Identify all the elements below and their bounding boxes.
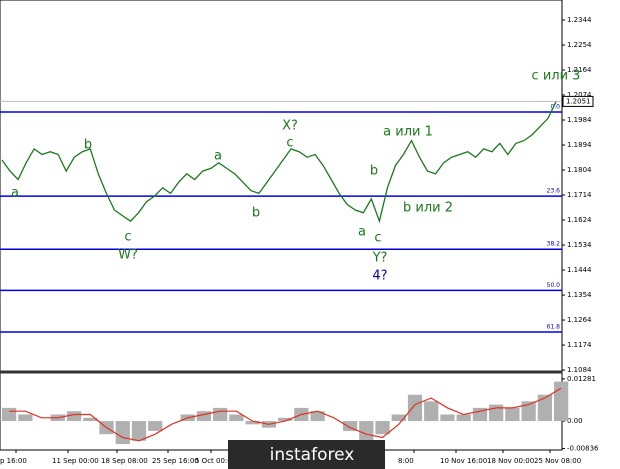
y-tick-label: 1.1354 (567, 291, 592, 299)
osc-signal (9, 387, 562, 442)
osc-bar (359, 421, 374, 441)
wave-label: b (84, 138, 92, 153)
osc-bar (2, 407, 17, 422)
osc-bar (245, 421, 260, 425)
plot-frame (0, 0, 563, 451)
x-tick-label: 10 Nov 16:00 (440, 457, 487, 465)
y-tick-label: 1.1534 (567, 241, 592, 249)
fib-label: 23.6 (547, 188, 561, 195)
osc-bar (424, 401, 439, 422)
osc-bar (310, 411, 325, 422)
osc-bar (456, 414, 471, 422)
osc-tick-label: 0.01281 (567, 375, 596, 383)
y-tick-label: 1.1084 (567, 366, 592, 374)
last-price-box (562, 95, 594, 107)
y-tick-label: 1.1174 (567, 341, 592, 349)
watermark-box (228, 440, 385, 469)
wave-label: c или 3 (532, 69, 581, 84)
osc-bar (391, 414, 406, 422)
osc-bar (196, 411, 212, 422)
x-tick-label: 25 Nov 08:00 (534, 457, 581, 465)
x-tick-label: 25 Sep 16:00 (152, 457, 199, 465)
osc-bar (375, 421, 390, 435)
y-tick-label: 1.1264 (567, 316, 592, 324)
watermark: instaforex (270, 445, 355, 465)
osc-bar (505, 407, 520, 422)
osc-bar (83, 417, 98, 422)
fib-label: 38.2 (547, 241, 561, 248)
x-tick-label: p 16:00 (0, 457, 27, 465)
osc-bar (554, 381, 569, 422)
wave-label: a (214, 149, 222, 164)
osc-bar (342, 421, 358, 431)
y-tick-label: 1.2254 (567, 41, 592, 49)
osc-bar (278, 417, 293, 422)
x-tick-label: 18 Sep 08:00 (101, 457, 148, 465)
y-tick-label: 1.1624 (567, 216, 592, 224)
osc-bar (489, 404, 504, 422)
x-tick-label: 5 Oct 00:00 (195, 457, 236, 465)
wave-label: c (124, 230, 131, 245)
wave-label: 4? (372, 269, 387, 284)
wave-label: X? (282, 119, 298, 134)
osc-bar (18, 414, 33, 422)
y-tick-label: 1.1804 (567, 166, 592, 174)
osc-bar (115, 421, 130, 445)
wave-label: b (370, 164, 378, 179)
wave-label: a (358, 225, 366, 240)
y-tick-label: 1.2344 (567, 16, 592, 24)
osc-tick-label: -0.00836 (567, 445, 599, 453)
price-line (1, 101, 557, 224)
y-tick-label: 1.1984 (567, 116, 592, 124)
x-tick-label: 11 Sep 00:00 (52, 457, 99, 465)
wave-label: c (374, 231, 381, 246)
wave-label: a (11, 186, 19, 201)
wave-label: Y? (372, 251, 388, 266)
y-tick-label: 1.1444 (567, 266, 592, 274)
fib-label: 0.0 (550, 103, 560, 110)
osc-bar (66, 411, 82, 422)
osc-bar (472, 407, 488, 422)
y-tick-label: 1.1894 (567, 141, 592, 149)
y-tick-label: 1.2074 (567, 91, 592, 99)
y-tick-label: 1.1714 (567, 191, 592, 199)
osc-bar (521, 401, 536, 422)
osc-bar (407, 394, 423, 422)
wave-label: W? (118, 248, 138, 263)
wave-label: b (252, 206, 260, 221)
osc-tick-label: 0.00 (567, 417, 583, 425)
osc-bar (229, 414, 244, 422)
wave-label: c (286, 136, 293, 151)
osc-bar (213, 407, 228, 422)
wave-label: b или 2 (403, 201, 453, 216)
fib-label: 50.0 (547, 282, 561, 289)
osc-bar (148, 421, 163, 431)
wave-label: a или 1 (383, 125, 433, 140)
x-tick-label: 8:00 (398, 457, 414, 465)
y-tick-label: 1.2164 (567, 66, 592, 74)
osc-bar (537, 394, 552, 422)
osc-bar (131, 421, 147, 441)
x-tick-label: 18 Nov 00:00 (487, 457, 534, 465)
osc-bar (440, 414, 455, 422)
fib-label: 61.8 (547, 323, 561, 330)
last-price-label: 1.2051 (566, 97, 591, 105)
